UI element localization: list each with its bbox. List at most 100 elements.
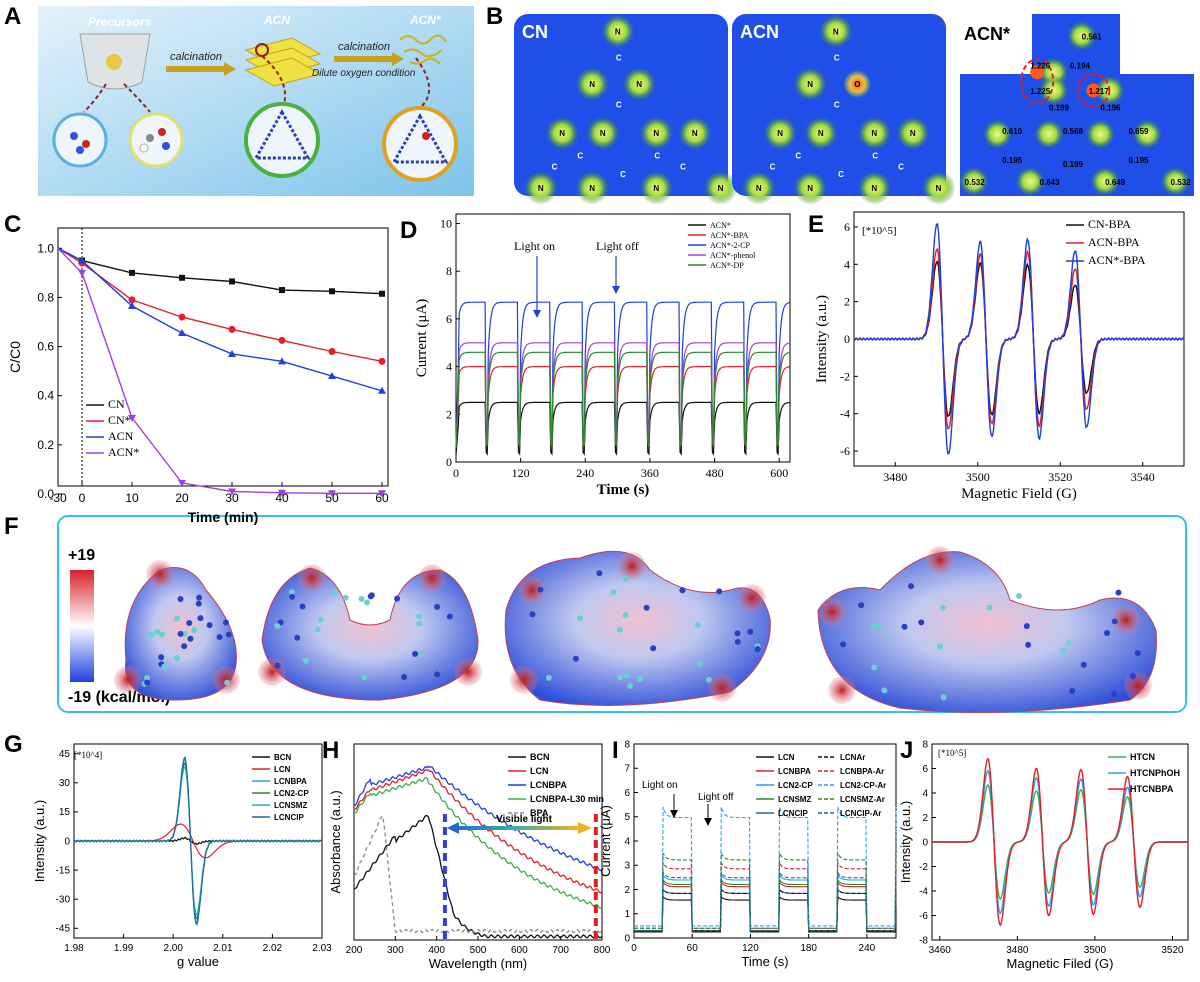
oxygen-atom-label: O xyxy=(854,80,860,89)
legend-entry: LCN2-CP xyxy=(274,789,309,798)
x-tick-label: 3480 xyxy=(883,470,907,484)
nitrogen-atom-label: N xyxy=(807,80,813,89)
esp-atom xyxy=(416,620,423,627)
x-tick-label: 120 xyxy=(512,466,530,480)
charge-value: 0.199 xyxy=(1063,160,1084,169)
esp-atom xyxy=(610,589,617,596)
nitrogen-density xyxy=(793,170,828,205)
x-tick-label: 240 xyxy=(576,466,594,480)
data-point xyxy=(129,269,135,276)
esp-atom xyxy=(416,613,423,620)
y-tick-label: 8 xyxy=(446,264,452,278)
esp-atom xyxy=(434,671,441,678)
esp-atom xyxy=(937,643,944,650)
oxygen-density xyxy=(843,70,872,99)
esp-atom xyxy=(274,662,281,669)
esp-atom xyxy=(986,604,993,611)
esp-positive-region xyxy=(926,546,954,574)
x-tick-label: 360 xyxy=(641,466,659,480)
esp-color-scale xyxy=(70,570,94,682)
charge-map-title: CN xyxy=(522,22,548,42)
esp-atom xyxy=(617,674,624,681)
x-tick-label: 60 xyxy=(687,943,699,954)
precursor-molecules xyxy=(106,54,122,70)
esp-atom xyxy=(314,626,321,633)
precursors-label: Precursors xyxy=(88,15,152,29)
y-tick-label: 1 xyxy=(624,909,630,920)
charge-map-bg xyxy=(514,14,728,196)
y-tick-label: -2 xyxy=(919,862,928,873)
series-line-ACN* xyxy=(455,401,791,456)
x-tick-label: 1.99 xyxy=(114,943,134,954)
esp-atom xyxy=(940,694,947,701)
legend-entry: LCNBPA-L30 min xyxy=(530,794,604,804)
charge-map-title: ACN* xyxy=(964,24,1010,44)
panel-label-b: B xyxy=(486,3,503,30)
esp-atom xyxy=(940,604,947,611)
series-line-ACN* xyxy=(57,247,382,494)
esp-atom xyxy=(224,679,231,686)
esp-atom xyxy=(417,651,424,658)
x-tick-label: 0 xyxy=(453,466,459,480)
legend-entry: HTCN xyxy=(1130,752,1155,762)
nitrogen-density xyxy=(575,170,610,205)
charge-value: 1.217 xyxy=(1089,87,1110,96)
esp-atom xyxy=(908,583,915,590)
y-tick-label: 6 xyxy=(922,764,928,775)
y-tick-label: -8 xyxy=(919,935,928,946)
melamine-molecule-circle xyxy=(128,112,184,168)
y-tick-label: 2 xyxy=(624,885,630,896)
esp-atom xyxy=(1111,618,1118,625)
nitrogen-density xyxy=(741,170,776,205)
esp-atom xyxy=(623,672,630,679)
acn-star-structure xyxy=(391,112,449,164)
esp-atom xyxy=(545,674,552,681)
esp-atom xyxy=(195,600,202,607)
series-line-BCN xyxy=(353,814,603,939)
legend-entry: ACN*-BPA xyxy=(1088,253,1146,267)
x-axis-label: g value xyxy=(177,954,219,969)
esp-positive-region xyxy=(708,674,736,702)
esp-atom xyxy=(331,589,338,596)
panel-a: A Precursors calcination ACN calcination… xyxy=(4,3,474,196)
series-line-LCN_SMZ-Ar xyxy=(634,852,897,929)
data-point xyxy=(179,274,185,281)
density-blob xyxy=(1038,75,1069,106)
x-tick-label: 3500 xyxy=(966,470,990,484)
esp-atom xyxy=(317,616,324,623)
y-tick-label: -30 xyxy=(56,895,71,906)
legend-entry: LCNAr xyxy=(840,753,865,762)
legend-entry: ACN* xyxy=(108,445,139,459)
nitrogen-atom-label: N xyxy=(871,129,877,138)
esp-atom xyxy=(716,588,723,595)
nitrogen-atom-label: N xyxy=(600,129,606,138)
x-tick-label: 30 xyxy=(225,491,239,505)
esp-atom xyxy=(1080,661,1087,668)
plot-frame xyxy=(57,227,389,487)
x-tick-label: 300 xyxy=(387,945,404,956)
y-axis-label: Intensity (a.u.) xyxy=(814,295,830,383)
nitrogen-atom-label: N xyxy=(653,184,659,193)
y-tick-label: 0.2 xyxy=(37,438,54,452)
x-tick-label: 500 xyxy=(470,945,487,956)
x-tick-label: 1.98 xyxy=(64,943,84,954)
carbon-atom-label: C xyxy=(620,170,626,179)
x-tick-label: 400 xyxy=(428,945,445,956)
panel-label-c: C xyxy=(4,211,21,238)
e-scale-label: [*10^5] xyxy=(862,225,897,237)
esp-atom xyxy=(754,646,761,653)
esp-atom xyxy=(222,619,229,626)
esp-atom xyxy=(154,628,161,635)
charge-value: 0.532 xyxy=(965,178,986,187)
nitrogen-atom-label: N xyxy=(559,129,565,138)
j-scale-label: [*10^5] xyxy=(938,748,966,758)
charge-map-bg xyxy=(960,14,1194,196)
y-tick-label: 7 xyxy=(624,764,630,775)
nitrogen-density xyxy=(895,116,930,151)
x-tick-label: 600 xyxy=(770,466,788,480)
series-line-LCN_CIP xyxy=(73,755,323,926)
density-blob xyxy=(1090,166,1121,197)
nitrogen-density xyxy=(622,67,657,102)
